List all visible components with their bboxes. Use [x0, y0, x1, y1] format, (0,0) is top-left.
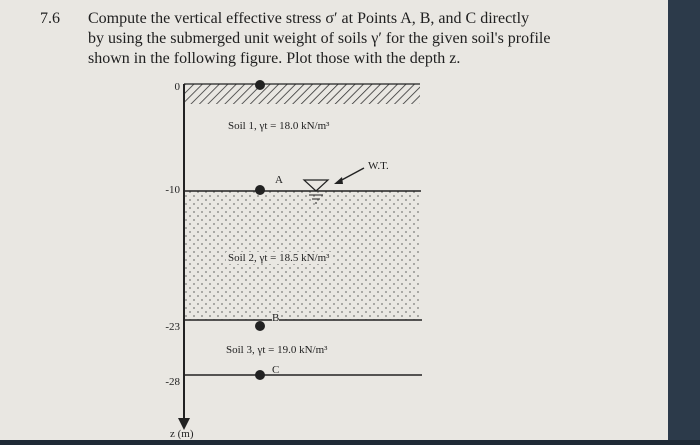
depth-axis-arrow — [178, 418, 190, 430]
point-c — [255, 370, 265, 380]
depth-label-minus-10: -10 — [165, 184, 180, 196]
point-a — [255, 185, 265, 195]
depth-label-minus-28: -28 — [165, 376, 180, 388]
soil-3-label: Soil 3, γt = 19.0 kN/m³ — [226, 344, 328, 356]
point-b-label: B — [272, 312, 280, 324]
water-table-pointer-head — [334, 177, 343, 184]
depth-label-0: 0 — [174, 81, 181, 93]
depth-axis-label: z (m) — [170, 428, 194, 440]
ground-surface-hatch — [184, 84, 420, 104]
problem-number: 7.6 — [40, 10, 60, 27]
problem-text: Compute the vertical effective stress σ′… — [88, 10, 551, 67]
soil-1-label: Soil 1, γt = 18.0 kN/m³ — [228, 120, 330, 132]
point-a-label: A — [275, 174, 283, 186]
water-table-icon — [302, 179, 330, 192]
soil-profile-figure: 0 -10 -23 -28 z (m) Soil 1, γt = 18.0 kN… — [140, 78, 440, 440]
point-top — [255, 80, 265, 90]
water-table-label: W.T. — [368, 160, 389, 172]
depth-label-minus-23: -23 — [165, 321, 180, 333]
background-edge — [668, 0, 700, 440]
soil-2-label: Soil 2, γt = 18.5 kN/m³ — [226, 252, 332, 264]
textbook-page: 7.6 Compute the vertical effective stres… — [0, 0, 668, 440]
point-b — [255, 321, 265, 331]
point-c-label: C — [272, 364, 280, 376]
